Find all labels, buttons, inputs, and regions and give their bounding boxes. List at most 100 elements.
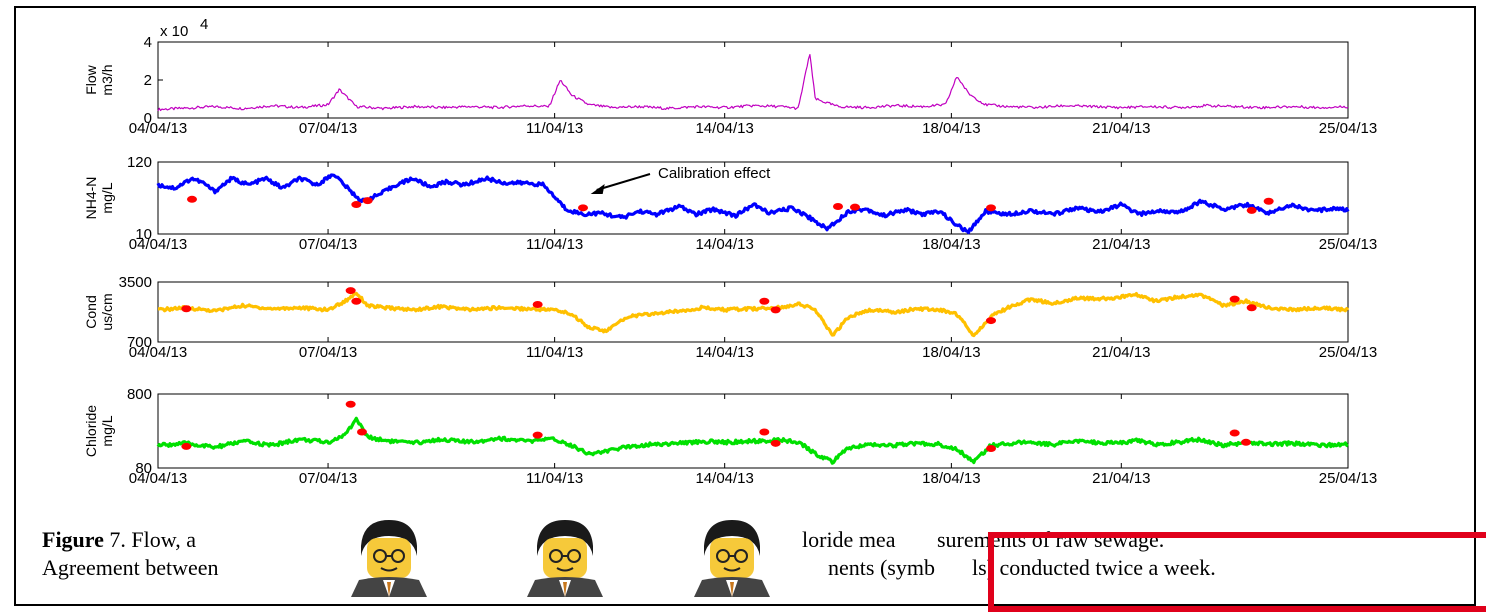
annotation-arrowhead xyxy=(590,184,605,194)
x-tick-label: 07/04/13 xyxy=(299,120,357,137)
x-tick-label: 25/04/13 xyxy=(1319,344,1377,361)
x-tick-label: 04/04/13 xyxy=(129,344,187,361)
y-tick-label: 700 xyxy=(127,334,152,351)
measurement-marker xyxy=(770,439,781,447)
x-tick-label: 14/04/13 xyxy=(695,236,753,253)
x-tick-label: 04/04/13 xyxy=(129,120,187,137)
measurement-marker xyxy=(759,297,770,305)
minifigure-icon xyxy=(351,520,427,597)
caption-line-1: Figure 7. Flow, a loride mea surements o… xyxy=(42,526,1164,554)
x-tick-label: 11/04/13 xyxy=(526,236,583,253)
measurement-marker xyxy=(181,305,192,313)
annotation-arrow xyxy=(596,173,651,191)
measurement-marker xyxy=(850,203,860,211)
y-tick-label: 4 xyxy=(144,34,152,51)
x-tick-label: 18/04/13 xyxy=(922,120,980,137)
minifigure-icon xyxy=(527,520,603,597)
series-line xyxy=(156,173,1350,235)
x-tick-label: 07/04/13 xyxy=(299,470,357,487)
y-axis-label: us/cm xyxy=(99,293,115,330)
plot-area xyxy=(157,281,1349,343)
measurement-marker xyxy=(1241,438,1251,446)
series-line xyxy=(157,291,1350,338)
figure-page: 04/04/13 07/04/13 11/04/13 14/04/13 18/04/13… xyxy=(14,6,1486,612)
x-tick-label: 18/04/13 xyxy=(922,236,980,253)
y-axis-label: m3/h xyxy=(99,64,115,95)
caption-text-1a: . Flow, a xyxy=(120,527,196,552)
caption-text-1b: loride mea xyxy=(802,527,896,552)
measurement-marker xyxy=(759,428,770,436)
series-line xyxy=(157,54,1349,112)
measurement-marker xyxy=(770,306,781,314)
measurement-marker xyxy=(833,203,843,211)
x-tick-label: 18/04/13 xyxy=(922,344,980,361)
x-tick-label: 18/04/13 xyxy=(922,470,980,487)
measurement-marker xyxy=(357,428,367,436)
y-axis-label: mg/L xyxy=(99,182,115,213)
caption-figure-label: Figure xyxy=(42,527,104,552)
measurement-marker xyxy=(986,317,996,325)
x-tick-label: 11/04/13 xyxy=(526,120,583,137)
y-axis-label: Chloride xyxy=(83,405,99,457)
measurement-marker xyxy=(986,444,996,452)
annotation-text: Calibration effect xyxy=(658,165,771,182)
y-tick-label: 800 xyxy=(127,386,152,403)
plot-area xyxy=(157,41,1349,119)
measurement-marker xyxy=(362,197,373,205)
y-tick-label: 3500 xyxy=(119,274,152,291)
x-tick-label: 25/04/13 xyxy=(1319,470,1377,487)
measurement-marker xyxy=(345,400,356,408)
caption-figure-number: 7 xyxy=(109,527,121,552)
x-tick-label: 11/04/13 xyxy=(526,344,583,361)
measurement-marker xyxy=(1246,206,1257,214)
x-tick-label: 21/04/13 xyxy=(1092,120,1150,137)
measurement-marker xyxy=(187,195,197,203)
measurement-marker xyxy=(351,201,362,209)
x-tick-label: 25/04/13 xyxy=(1319,236,1377,253)
y-tick-label: 80 xyxy=(135,460,152,477)
x-tick-label: 14/04/13 xyxy=(695,120,753,137)
x-tick-label: 04/04/13 xyxy=(129,236,187,253)
measurement-marker xyxy=(532,301,543,308)
measurement-marker xyxy=(181,442,192,450)
y-axis-label: NH4-N xyxy=(83,177,99,220)
x-tick-label: 07/04/13 xyxy=(299,236,357,253)
minifigure-icon xyxy=(694,520,770,597)
x-tick-label: 21/04/13 xyxy=(1092,470,1150,487)
highlight-box xyxy=(988,532,1486,612)
measurement-marker xyxy=(578,204,588,212)
y-axis-label: mg/L xyxy=(99,415,115,446)
caption-text-2a: Agreement between xyxy=(42,555,219,580)
x-tick-label: 21/04/13 xyxy=(1092,344,1150,361)
y-tick-label: 0 xyxy=(144,110,152,127)
y-tick-label: 2 xyxy=(144,72,152,89)
x-tick-label: 14/04/13 xyxy=(695,344,753,361)
time-series-charts: 04/04/13 07/04/13 11/04/13 14/04/13 18/04/13… xyxy=(83,16,1377,487)
caption-text-1c: surements of raw sewage. xyxy=(937,527,1165,552)
measurement-marker xyxy=(986,204,996,212)
measurement-marker xyxy=(1263,197,1274,205)
caption-text-2c: ls) conducted twice a week. xyxy=(972,555,1216,580)
y-exponent-label: x 10 xyxy=(160,23,188,40)
measurement-marker xyxy=(345,287,356,295)
series-line xyxy=(156,416,1349,465)
measurement-marker xyxy=(1229,295,1240,303)
measurement-marker xyxy=(1246,304,1257,312)
x-tick-label: 07/04/13 xyxy=(299,344,357,361)
measurement-marker xyxy=(532,431,543,439)
x-tick-label: 14/04/13 xyxy=(695,470,753,487)
x-tick-label: 25/04/13 xyxy=(1319,120,1377,137)
x-tick-label: 04/04/13 xyxy=(129,470,187,487)
plot-area xyxy=(157,393,1349,469)
x-tick-label: 11/04/13 xyxy=(526,470,583,487)
y-exponent-value: 4 xyxy=(200,16,208,33)
y-tick-label: 120 xyxy=(127,154,152,171)
caption-text-2b: nents (symb xyxy=(828,555,935,580)
caption-line-2: Agreement between nents (symb ls) conduc… xyxy=(42,554,1216,582)
x-tick-label: 21/04/13 xyxy=(1092,236,1150,253)
y-axis-label: Cond xyxy=(83,295,99,328)
measurement-marker xyxy=(1229,429,1240,437)
y-tick-label: 10 xyxy=(135,226,152,243)
measurement-marker xyxy=(351,297,362,305)
y-axis-label: Flow xyxy=(83,64,99,94)
